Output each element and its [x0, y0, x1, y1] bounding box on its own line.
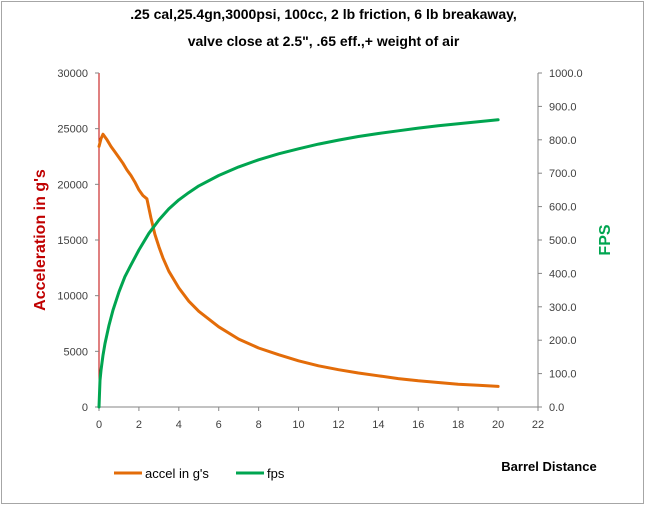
left-y-tick-label: 5000	[64, 346, 88, 358]
legend-label-fps: fps	[267, 466, 285, 481]
right-y-tick-label: 800.0	[549, 135, 577, 147]
x-tick-label: 16	[412, 419, 424, 431]
right-y-tick-label: 500.0	[549, 235, 577, 247]
right-y-tick-label: 400.0	[549, 268, 577, 280]
x-tick-label: 22	[532, 419, 544, 431]
x-tick-label: 14	[372, 419, 384, 431]
x-tick-label: 18	[452, 419, 464, 431]
x-tick-label: 6	[216, 419, 222, 431]
right-y-tick-label: 0.0	[549, 402, 564, 414]
x-tick-label: 0	[96, 419, 102, 431]
right-y-tick-label: 200.0	[549, 335, 577, 347]
x-tick-label: 4	[176, 419, 182, 431]
x-tick-label: 20	[492, 419, 504, 431]
left-y-tick-label: 25000	[57, 124, 88, 136]
x-tick-label: 12	[332, 419, 344, 431]
left-y-tick-label: 30000	[57, 68, 88, 80]
chart-title-line-1: .25 cal,25.4gn,3000psi, 100cc, 2 lb fric…	[130, 6, 517, 22]
chart-title-line-2: valve close at 2.5", .65 eff.,+ weight o…	[187, 33, 460, 49]
x-tick-label: 2	[136, 419, 142, 431]
right-y-axis-title: FPS	[597, 224, 614, 255]
x-axis-title: Barrel Distance	[501, 459, 596, 474]
left-y-tick-label: 10000	[57, 291, 88, 303]
legend-label-accel: accel in g's	[145, 466, 209, 481]
left-y-tick-label: 20000	[57, 179, 88, 191]
left-y-axis-title: Acceleration in g's	[32, 169, 49, 311]
right-y-tick-label: 1000.0	[549, 68, 583, 80]
x-tick-label: 10	[292, 419, 304, 431]
right-y-tick-label: 600.0	[549, 202, 577, 214]
series-line-accel	[97, 132, 500, 388]
series-line-fps	[97, 118, 500, 409]
left-y-tick-label: 15000	[57, 235, 88, 247]
right-y-tick-label: 100.0	[549, 369, 577, 381]
left-y-tick-label: 0	[82, 402, 88, 414]
right-y-tick-label: 900.0	[549, 101, 577, 113]
right-y-tick-label: 700.0	[549, 168, 577, 180]
x-tick-label: 8	[256, 419, 262, 431]
right-y-tick-label: 300.0	[549, 302, 577, 314]
